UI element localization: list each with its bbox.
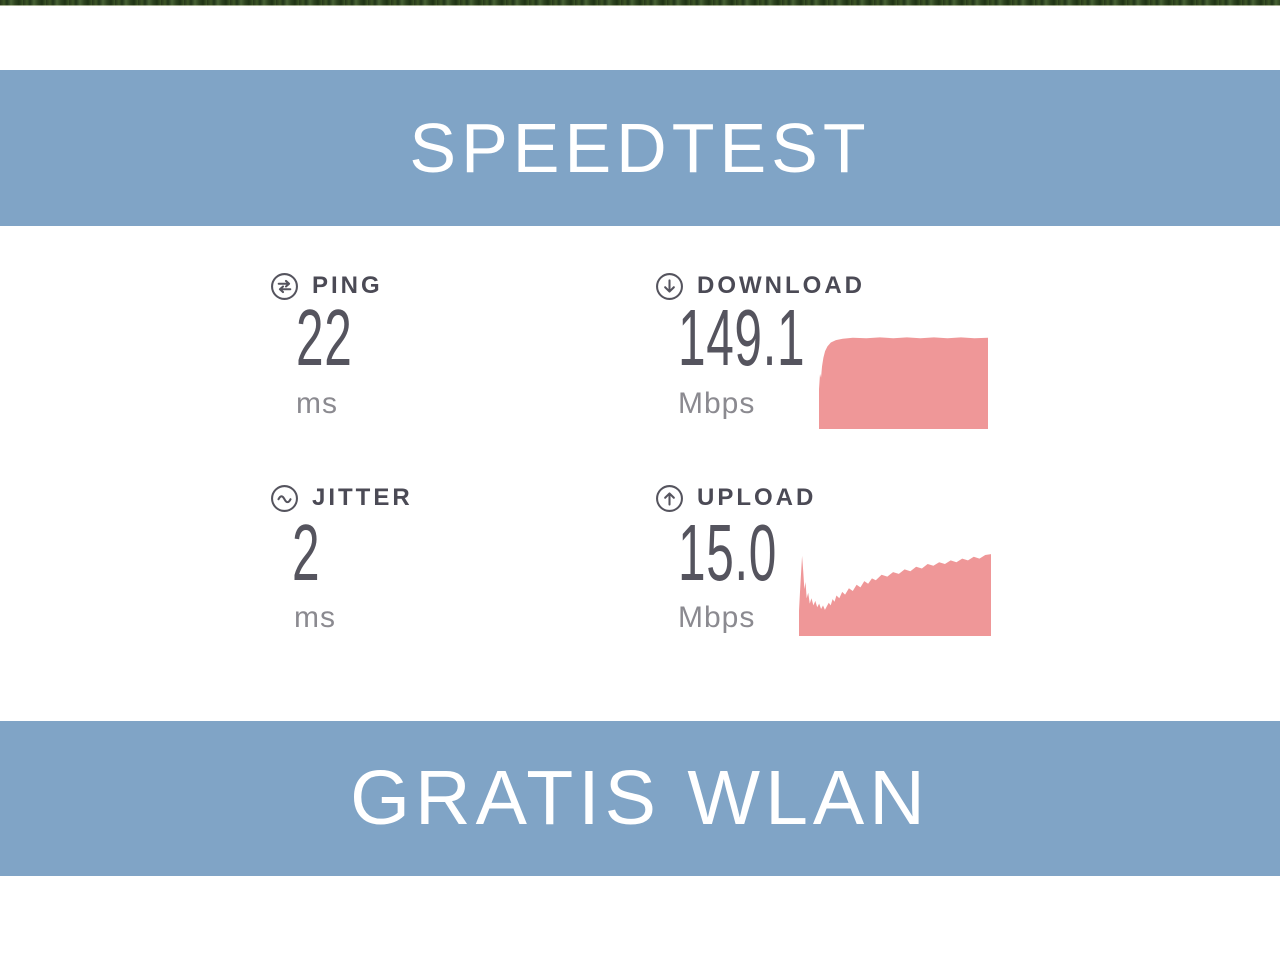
download-value: 149.1 xyxy=(678,293,806,382)
jitter-label: JITTER xyxy=(312,484,413,511)
jitter-value: 2 xyxy=(292,508,321,597)
ping-arrows-icon xyxy=(271,272,298,300)
gratis-wlan-banner-title: GRATIS WLAN xyxy=(350,755,930,841)
speedtest-banner: SPEEDTEST xyxy=(0,70,1280,226)
upload-value: 15.0 xyxy=(678,508,778,597)
gratis-wlan-banner: GRATIS WLAN xyxy=(0,721,1280,876)
ping-unit: ms xyxy=(296,387,338,420)
ping-label: PING xyxy=(312,272,383,299)
download-arrow-icon xyxy=(656,272,683,300)
download-label: DOWNLOAD xyxy=(697,272,865,299)
upload-unit: Mbps xyxy=(678,601,756,634)
upload-graph xyxy=(799,554,991,636)
jitter-unit: ms xyxy=(294,601,336,634)
upload-label: UPLOAD xyxy=(697,484,817,511)
upload-arrow-icon xyxy=(656,484,683,512)
download-graph xyxy=(819,337,988,429)
download-header: DOWNLOAD xyxy=(655,271,865,301)
jitter-header: JITTER xyxy=(270,483,413,513)
top-photo-strip xyxy=(0,0,1280,6)
upload-header: UPLOAD xyxy=(655,483,816,513)
ping-header: PING xyxy=(270,271,383,301)
speedtest-banner-title: SPEEDTEST xyxy=(409,109,871,187)
ping-value: 22 xyxy=(296,293,353,382)
jitter-wave-icon xyxy=(271,484,298,512)
download-unit: Mbps xyxy=(678,387,756,420)
